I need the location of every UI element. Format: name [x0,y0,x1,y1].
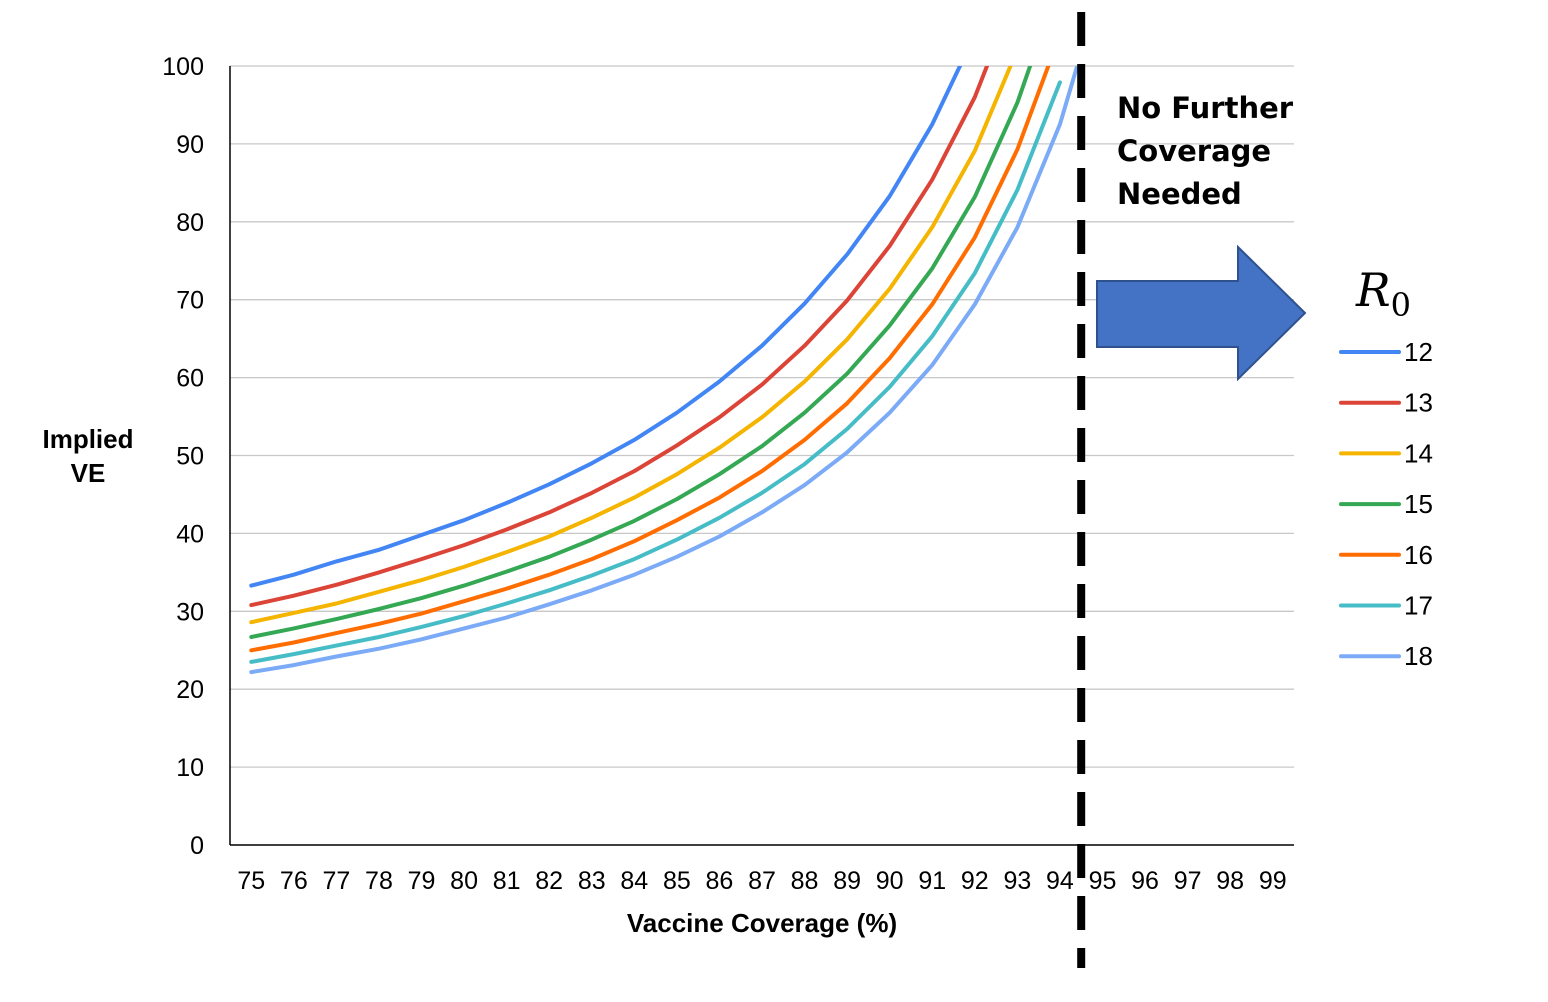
x-tick-label: 91 [918,867,946,895]
y-tick-label: 90 [176,131,204,159]
legend-label-15: 15 [1404,489,1433,519]
x-tick-label: 96 [1131,867,1159,895]
legend-title: R0 [1355,263,1411,324]
legend: 12 13 14 15 16 17 18 [1339,337,1433,671]
x-tick-label: 77 [322,867,350,895]
y-axis-title-line-2: VE [71,458,106,488]
series-line-12 [249,66,963,588]
x-tick-labels: 75 76 77 78 79 80 81 82 83 84 85 86 87 88 89 90 91 92 93 94… [237,867,1286,895]
x-tick-label: 75 [237,867,265,895]
x-tick-label: 98 [1216,867,1244,895]
x-tick-label: 84 [620,867,648,895]
x-tick-label: 95 [1089,867,1117,895]
legend-label-16: 16 [1404,540,1433,570]
y-tick-label: 50 [176,443,204,471]
legend-label-14: 14 [1404,438,1433,468]
series-line-16 [249,66,1051,653]
annotation-line-1: No Further [1117,91,1294,125]
series-line-13 [249,66,990,608]
y-tick-label: 40 [176,520,204,548]
x-tick-label: 94 [1046,867,1074,895]
axes [229,66,1294,846]
x-axis-title: Vaccine Coverage (%) [627,908,897,938]
x-tick-label: 93 [1003,867,1031,895]
y-tick-label: 0 [190,832,204,860]
x-tick-label: 81 [493,867,521,895]
x-tick-label: 86 [706,867,734,895]
y-tick-label: 100 [162,53,204,81]
y-tick-labels: 0 10 20 30 40 50 60 70 80 90 100 [162,53,204,860]
gridlines [230,65,1294,768]
x-tick-label: 90 [876,867,904,895]
series-line-17 [249,80,1062,664]
annotation-line-2: Coverage [1117,134,1271,168]
x-tick-label: 83 [578,867,606,895]
x-tick-label: 97 [1174,867,1202,895]
legend-label-18: 18 [1404,641,1433,671]
right-arrow-icon [1096,244,1307,382]
x-tick-label: 76 [280,867,308,895]
legend-label-17: 17 [1404,591,1433,621]
y-tick-label: 80 [176,209,204,237]
x-tick-label: 79 [408,867,436,895]
y-axis-title-line-1: Implied [42,424,133,454]
series-line-18 [249,66,1080,675]
x-tick-label: 99 [1259,867,1287,895]
y-tick-label: 30 [176,598,204,626]
series-lines [249,66,1080,675]
y-tick-label: 60 [176,365,204,393]
legend-label-13: 13 [1404,388,1433,418]
x-tick-label: 87 [748,867,776,895]
x-tick-label: 89 [833,867,861,895]
y-tick-label: 70 [176,287,204,315]
x-tick-label: 85 [663,867,691,895]
series-line-15 [249,66,1033,639]
x-tick-label: 92 [961,867,989,895]
y-tick-label: 20 [176,676,204,704]
series-line-14 [249,66,1013,625]
x-tick-label: 78 [365,867,393,895]
x-tick-label: 82 [535,867,563,895]
legend-label-12: 12 [1404,337,1433,367]
y-tick-label: 10 [176,754,204,782]
annotation-line-3: Needed [1117,177,1242,211]
x-tick-label: 80 [450,867,478,895]
x-tick-label: 88 [791,867,819,895]
